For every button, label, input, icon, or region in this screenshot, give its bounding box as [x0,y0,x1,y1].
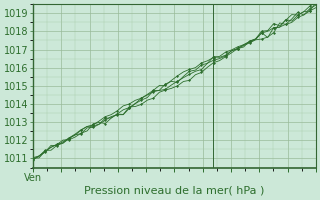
X-axis label: Pression niveau de la mer( hPa ): Pression niveau de la mer( hPa ) [84,186,265,196]
